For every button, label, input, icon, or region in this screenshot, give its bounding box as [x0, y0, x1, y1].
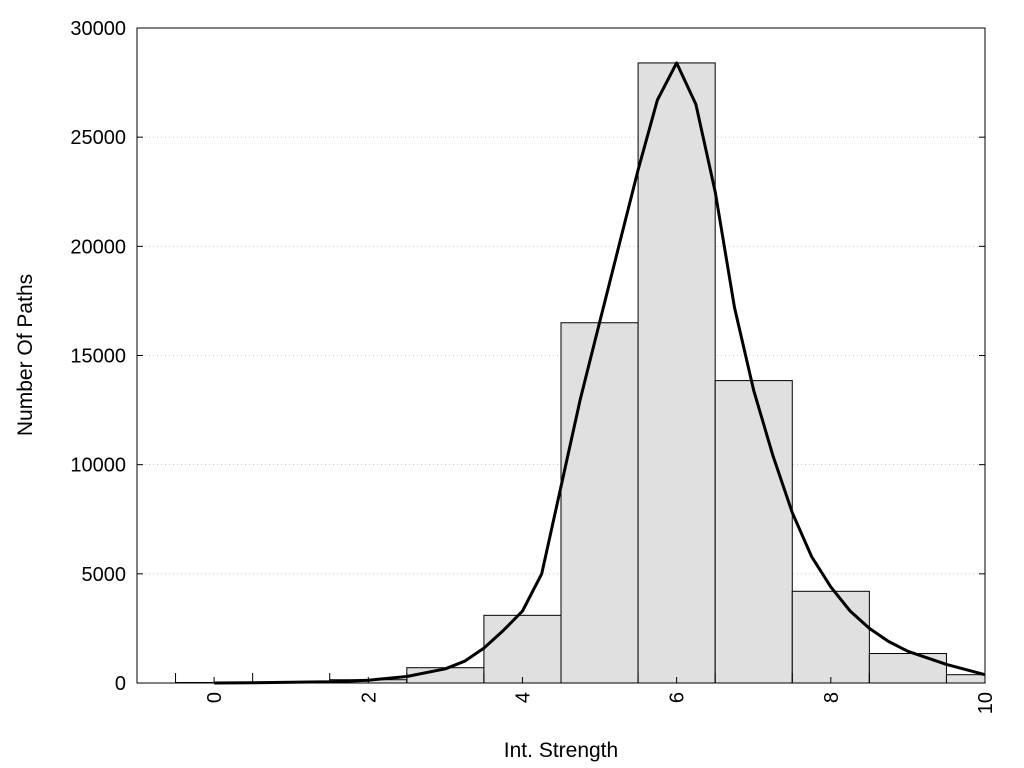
y-tick-label: 0 [115, 673, 126, 695]
x-tick-label: 10 [975, 692, 997, 714]
y-axis-ticks: 0 5000 10000 15000 20000 25000 30000 [70, 18, 985, 695]
x-tick-label: 6 [667, 692, 689, 703]
fit-curve [214, 61, 986, 685]
x-tick-label: 4 [512, 692, 534, 703]
histogram-bar [714, 380, 793, 684]
y-tick-label: 15000 [70, 346, 126, 368]
histogram-bar [791, 590, 870, 684]
y-tick-label: 25000 [70, 127, 126, 149]
y-axis-label: Number Of Paths [14, 274, 37, 436]
histogram-bar [945, 674, 986, 684]
histogram-bars [175, 62, 986, 684]
fit-curve-layer [214, 61, 986, 685]
y-tick-label: 30000 [70, 18, 126, 40]
x-tick-label: 0 [204, 692, 226, 703]
y-tick-label: 20000 [70, 236, 126, 258]
histogram-bar [560, 322, 639, 684]
histogram-bar [637, 62, 716, 684]
histogram-bar [868, 653, 947, 684]
histogram-bar [483, 614, 562, 684]
x-axis-ticks: 0 2 4 6 8 10 [204, 677, 997, 714]
y-tick-label: 5000 [82, 564, 127, 586]
x-tick-label: 8 [821, 692, 843, 703]
x-axis-label: Int. Strength [504, 739, 618, 762]
y-tick-label: 10000 [70, 455, 126, 477]
x-tick-label: 2 [358, 692, 380, 703]
